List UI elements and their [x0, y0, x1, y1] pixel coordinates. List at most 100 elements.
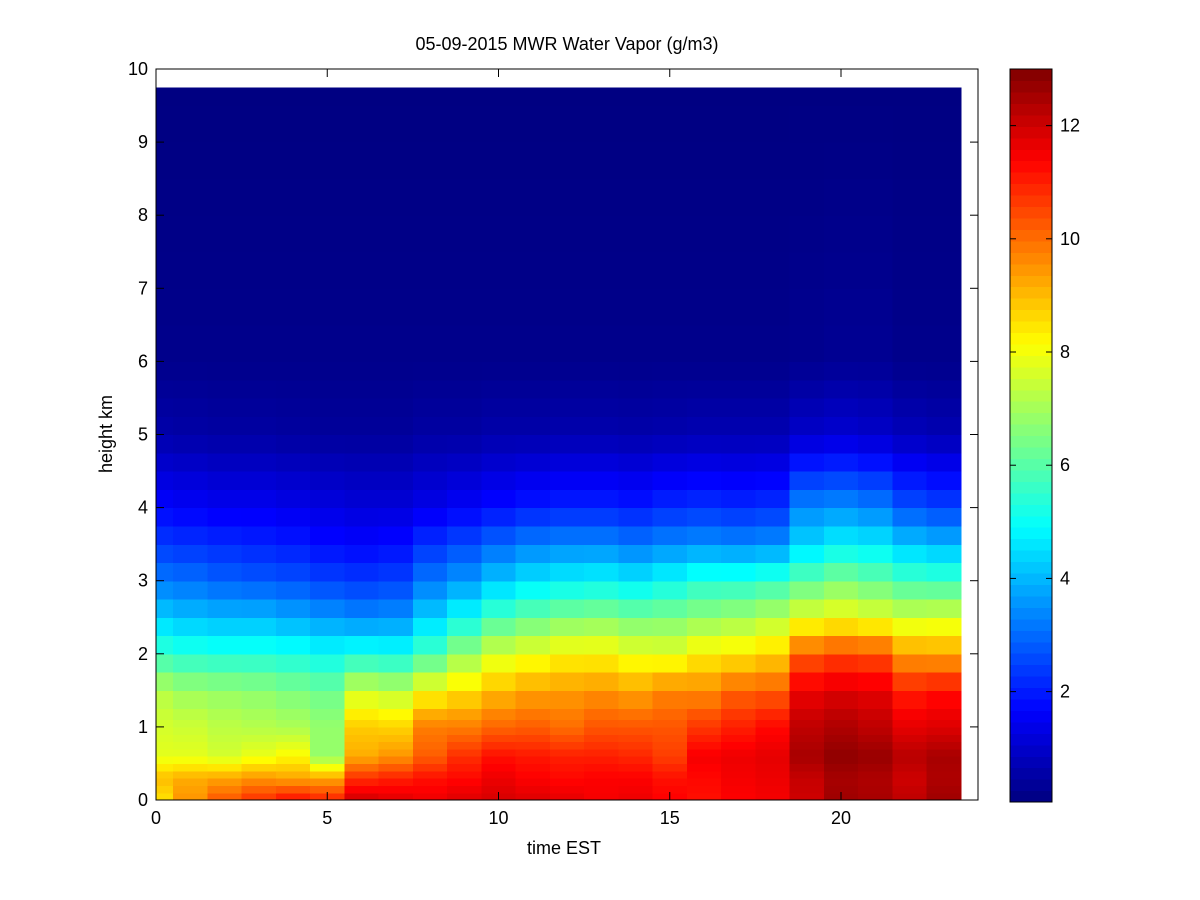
- colorbar-band: [1010, 172, 1052, 185]
- heatmap-cell: [686, 324, 722, 362]
- heatmap-cell: [310, 635, 345, 655]
- heatmap-cell: [378, 434, 414, 454]
- heatmap-cell: [755, 361, 791, 381]
- heatmap-cell: [515, 719, 551, 728]
- heatmap-cell: [447, 379, 482, 399]
- heatmap-cell: [721, 452, 756, 472]
- y-tick-label: 5: [138, 425, 148, 445]
- heatmap-cell: [275, 580, 311, 600]
- heatmap-cell: [549, 690, 585, 710]
- heatmap-cell: [310, 785, 345, 794]
- colorbar-band: [1010, 469, 1052, 482]
- heatmap-cell: [412, 756, 448, 765]
- heatmap-cell: [858, 792, 893, 801]
- heatmap-cell: [721, 215, 756, 253]
- heatmap-cell: [156, 324, 174, 362]
- colorbar-band: [1010, 412, 1052, 425]
- heatmap-cell: [755, 397, 791, 417]
- heatmap-cell: [481, 507, 517, 527]
- heatmap-cell: [549, 598, 585, 618]
- heatmap-cell: [173, 785, 208, 794]
- heatmap-cell: [344, 598, 380, 618]
- heatmap-cell: [447, 653, 482, 673]
- heatmap-cell: [823, 489, 859, 509]
- heatmap-cell: [549, 770, 585, 779]
- heatmap-cell: [549, 452, 585, 472]
- colorbar-band: [1010, 355, 1052, 368]
- heatmap-cell: [481, 598, 517, 618]
- heatmap-cell: [173, 434, 208, 454]
- heatmap-cell: [721, 748, 756, 757]
- heatmap-cell: [892, 251, 928, 289]
- heatmap-cell: [344, 741, 380, 750]
- heatmap-cell: [310, 361, 345, 381]
- heatmap-cell: [156, 580, 174, 600]
- heatmap-cell: [207, 397, 243, 417]
- heatmap-cell: [652, 361, 688, 381]
- heatmap-cell: [412, 734, 448, 743]
- heatmap-cell: [755, 617, 791, 637]
- heatmap-cell: [378, 288, 414, 326]
- heatmap-cell: [584, 142, 619, 180]
- heatmap-cell: [275, 672, 311, 691]
- heatmap-cell: [173, 792, 208, 801]
- y-tick-label: 1: [138, 717, 148, 737]
- heatmap-cell: [549, 215, 585, 253]
- heatmap-cell: [652, 580, 688, 600]
- heatmap-cell: [618, 142, 654, 180]
- heatmap-cell: [892, 763, 928, 772]
- heatmap-cell: [241, 324, 277, 362]
- heatmap-cell: [858, 87, 893, 107]
- heatmap-cell: [412, 653, 448, 673]
- heatmap-cell: [275, 87, 311, 107]
- heatmap-cell: [823, 756, 859, 765]
- heatmap-cell: [721, 361, 756, 381]
- heatmap-cell: [858, 778, 893, 786]
- heatmap-cell: [584, 708, 619, 721]
- heatmap-cell: [207, 105, 243, 143]
- heatmap-cell: [241, 778, 277, 786]
- heatmap-cell: [344, 105, 380, 143]
- colorbar-band: [1010, 744, 1052, 757]
- heatmap-cell: [275, 690, 311, 710]
- heatmap-cell: [310, 87, 345, 107]
- heatmap-cell: [515, 324, 551, 362]
- heatmap-cell: [926, 598, 962, 618]
- heatmap-cell: [241, 361, 277, 381]
- heatmap-cell: [310, 397, 345, 417]
- colorbar-band: [1010, 80, 1052, 93]
- heatmap-cell: [618, 598, 654, 618]
- heatmap-cell: [412, 251, 448, 289]
- heatmap-cell: [789, 708, 825, 721]
- heatmap-cell: [173, 690, 208, 710]
- heatmap-cell: [721, 726, 756, 735]
- heatmap-cell: [721, 324, 756, 362]
- heatmap-cell: [344, 748, 380, 757]
- heatmap-cell: [858, 734, 893, 743]
- heatmap-cell: [173, 489, 208, 509]
- heatmap-cell: [618, 734, 654, 743]
- heatmap-cell: [721, 734, 756, 743]
- heatmap-cell: [789, 653, 825, 673]
- heatmap-cell: [173, 580, 208, 600]
- heatmap-cell: [275, 434, 311, 454]
- heatmap-cell: [310, 770, 345, 779]
- heatmap-cell: [892, 544, 928, 564]
- heatmap-cell: [447, 251, 482, 289]
- heatmap-cell: [652, 672, 688, 691]
- heatmap-cell: [447, 778, 482, 786]
- heatmap-cell: [892, 105, 928, 143]
- heatmap-cell: [755, 741, 791, 750]
- heatmap-cell: [447, 416, 482, 436]
- heatmap-cell: [378, 416, 414, 436]
- heatmap-cell: [892, 416, 928, 436]
- heatmap-cell: [755, 708, 791, 721]
- heatmap-cell: [858, 525, 893, 545]
- heatmap-cell: [686, 288, 722, 326]
- colorbar-band: [1010, 240, 1052, 253]
- heatmap-cell: [652, 763, 688, 772]
- heatmap-cell: [858, 215, 893, 253]
- heatmap-cell: [549, 653, 585, 673]
- heatmap-cell: [549, 785, 585, 794]
- colorbar-band: [1010, 103, 1052, 116]
